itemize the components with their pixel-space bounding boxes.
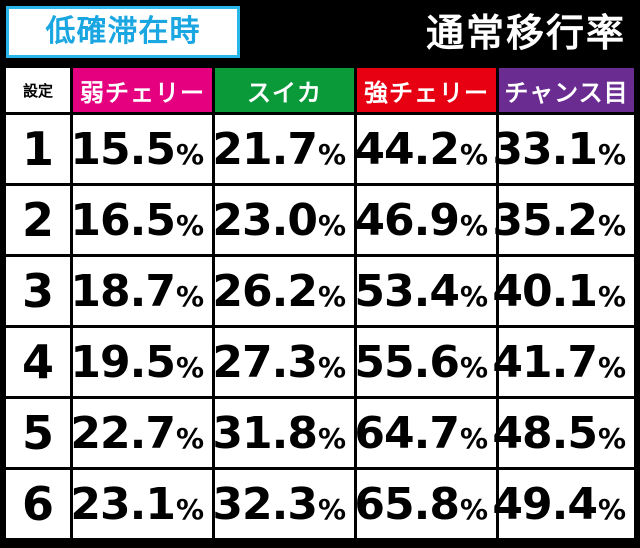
rate-value: 18.7 <box>70 265 176 317</box>
percent-unit: % <box>317 421 346 455</box>
state-badge: 低確滞在時 <box>6 6 240 58</box>
rate-table: 設定 弱チェリー スイカ 強チェリー チャンス目 1 15.5% 21.7% 4… <box>6 68 634 538</box>
rate-value: 41.7 <box>492 336 598 388</box>
rate-value: 40.1 <box>492 265 598 317</box>
row-setting-label: 4 <box>6 328 70 396</box>
percent-unit: % <box>317 137 346 171</box>
rate-cell: 23.0% <box>212 186 354 254</box>
percent-unit: % <box>597 208 626 242</box>
rate-value: 19.5 <box>70 336 176 388</box>
rate-cell: 26.2% <box>212 257 354 325</box>
percent-unit: % <box>597 421 626 455</box>
row-setting-label: 5 <box>6 399 70 467</box>
rate-value: 23.1 <box>70 478 176 530</box>
percent-unit: % <box>459 492 488 526</box>
percent-unit: % <box>597 279 626 313</box>
rate-cell: 64.7% <box>354 399 496 467</box>
rate-value: 22.7 <box>70 407 176 459</box>
rate-cell: 44.2% <box>354 115 496 183</box>
percent-unit: % <box>459 137 488 171</box>
percent-unit: % <box>459 279 488 313</box>
title-bar: 低確滞在時 通常移行率 <box>0 0 640 66</box>
rate-cell: 33.1% <box>492 115 634 183</box>
rate-cell: 27.3% <box>212 328 354 396</box>
rate-cell: 65.8% <box>354 470 496 538</box>
percent-unit: % <box>317 279 346 313</box>
rate-value: 21.7 <box>212 123 318 175</box>
rate-value: 35.2 <box>492 194 598 246</box>
rate-value: 55.6 <box>354 336 460 388</box>
rate-cell: 31.8% <box>212 399 354 467</box>
rate-value: 65.8 <box>354 478 460 530</box>
rate-value: 33.1 <box>492 123 598 175</box>
rate-cell: 32.3% <box>212 470 354 538</box>
rate-cell: 55.6% <box>354 328 496 396</box>
rate-value: 31.8 <box>212 407 318 459</box>
rate-value: 46.9 <box>354 194 460 246</box>
page-title: 通常移行率 <box>425 11 626 55</box>
rate-cell: 46.9% <box>354 186 496 254</box>
rate-cell: 15.5% <box>70 115 212 183</box>
rate-value: 15.5 <box>70 123 176 175</box>
setting-header: 設定 <box>6 68 70 112</box>
rate-value: 64.7 <box>354 407 460 459</box>
rate-cell: 35.2% <box>492 186 634 254</box>
percent-unit: % <box>175 492 204 526</box>
percent-unit: % <box>317 350 346 384</box>
rate-value: 44.2 <box>354 123 460 175</box>
column-header-chance-eye: チャンス目 <box>499 68 634 112</box>
rate-value: 48.5 <box>492 407 598 459</box>
row-setting-label: 6 <box>6 470 70 538</box>
rate-cell: 49.4% <box>492 470 634 538</box>
percent-unit: % <box>459 208 488 242</box>
rate-cell: 41.7% <box>492 328 634 396</box>
column-header-weak-cherry: 弱チェリー <box>73 68 212 112</box>
percent-unit: % <box>317 492 346 526</box>
rate-value: 16.5 <box>70 194 176 246</box>
percent-unit: % <box>597 492 626 526</box>
percent-unit: % <box>459 421 488 455</box>
rate-value: 23.0 <box>212 194 318 246</box>
percent-unit: % <box>175 421 204 455</box>
rate-cell: 40.1% <box>492 257 634 325</box>
rate-value: 26.2 <box>212 265 318 317</box>
rate-cell: 23.1% <box>70 470 212 538</box>
rate-value: 32.3 <box>212 478 318 530</box>
rate-cell: 48.5% <box>492 399 634 467</box>
percent-unit: % <box>175 208 204 242</box>
rate-cell: 21.7% <box>212 115 354 183</box>
rate-cell: 16.5% <box>70 186 212 254</box>
rate-cell: 18.7% <box>70 257 212 325</box>
row-setting-label: 3 <box>6 257 70 325</box>
rate-cell: 19.5% <box>70 328 212 396</box>
rate-value: 49.4 <box>492 478 598 530</box>
rate-cell: 22.7% <box>70 399 212 467</box>
percent-unit: % <box>597 350 626 384</box>
percent-unit: % <box>175 137 204 171</box>
percent-unit: % <box>459 350 488 384</box>
row-setting-label: 2 <box>6 186 70 254</box>
percent-unit: % <box>175 279 204 313</box>
row-setting-label: 1 <box>6 115 70 183</box>
column-header-watermelon: スイカ <box>215 68 354 112</box>
column-header-strong-cherry: 強チェリー <box>357 68 496 112</box>
rate-value: 53.4 <box>354 265 460 317</box>
percent-unit: % <box>597 137 626 171</box>
percent-unit: % <box>175 350 204 384</box>
rate-value: 27.3 <box>212 336 318 388</box>
percent-unit: % <box>317 208 346 242</box>
rate-cell: 53.4% <box>354 257 496 325</box>
